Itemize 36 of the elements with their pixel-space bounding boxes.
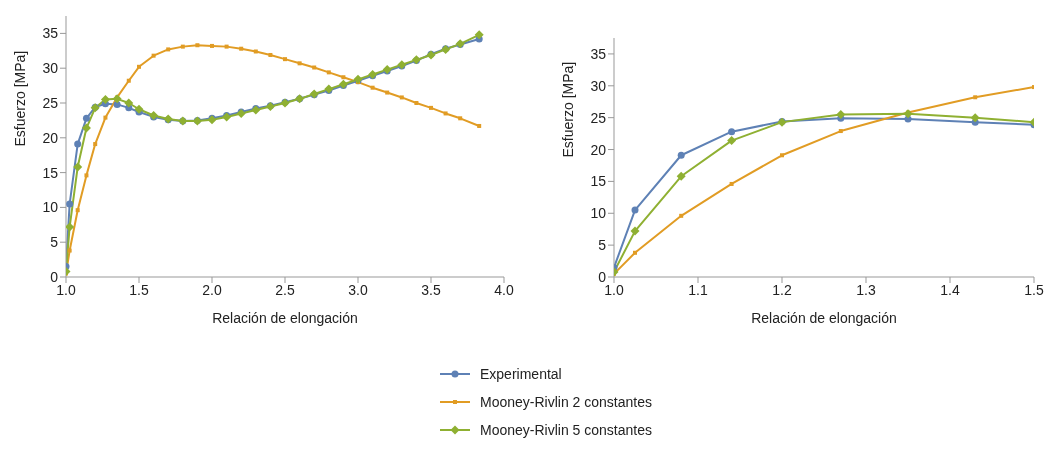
- x-tick-label: 3.5: [421, 281, 441, 298]
- y-tick-label: 30: [42, 60, 59, 77]
- legend-label: Experimental: [480, 366, 562, 382]
- x-tick-label: 1.0: [604, 281, 624, 298]
- y-tick-label: 20: [42, 129, 59, 146]
- x-tick-label: 1.5: [129, 281, 149, 298]
- y-tick-label: 20: [590, 141, 607, 158]
- x-tick-label: 1.4: [940, 281, 960, 298]
- x-axis-title: Relación de elongación: [212, 310, 358, 326]
- x-tick-label: 1.1: [688, 281, 708, 298]
- x-tick-label: 2.0: [202, 281, 222, 298]
- y-tick-label: 0: [50, 268, 59, 285]
- y-tick-label: 15: [42, 164, 59, 181]
- x-axis-title: Relación de elongación: [751, 310, 897, 326]
- x-tick-label: 1.2: [772, 281, 792, 298]
- y-tick-label: 10: [42, 199, 59, 216]
- y-tick-label: 5: [598, 237, 607, 254]
- legend-label: Mooney-Rivlin 2 constantes: [480, 394, 652, 410]
- x-tick-label: 4.0: [494, 281, 514, 298]
- y-tick-label: 35: [42, 25, 59, 42]
- y-tick-label: 25: [590, 109, 607, 126]
- y-tick-label: 5: [50, 234, 59, 251]
- y-tick-label: 35: [590, 45, 607, 62]
- y-axis-title: Esfuerzo [MPa]: [11, 50, 28, 147]
- legend-label: Mooney-Rivlin 5 constantes: [480, 422, 652, 438]
- y-tick-label: 0: [598, 268, 607, 285]
- x-tick-label: 1.3: [856, 281, 876, 298]
- y-axis-title: Esfuerzo [MPa]: [559, 61, 576, 158]
- y-tick-label: 15: [590, 173, 607, 190]
- y-tick-label: 25: [42, 94, 59, 111]
- y-tick-label: 10: [590, 205, 607, 222]
- x-tick-label: 2.5: [275, 281, 295, 298]
- x-tick-label: 3.0: [348, 281, 368, 298]
- x-tick-label: 1.5: [1024, 281, 1044, 298]
- x-tick-label: 1.0: [56, 281, 76, 298]
- y-tick-label: 30: [590, 77, 607, 94]
